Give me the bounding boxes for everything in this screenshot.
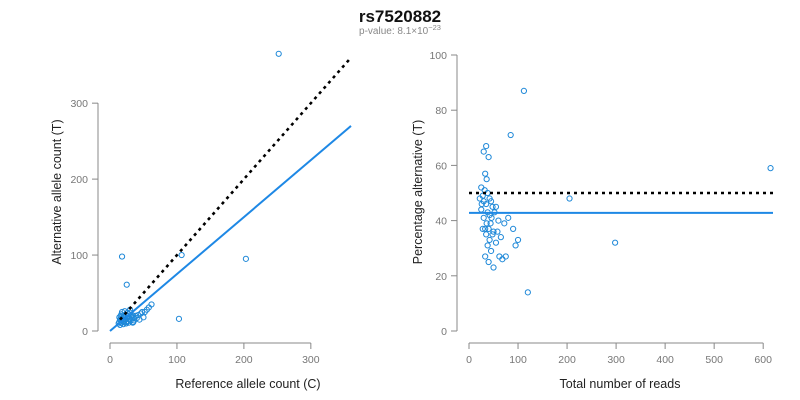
subtitle-exponent: −23: [428, 23, 441, 32]
left-data-point: [118, 253, 126, 260]
right-data-point: [483, 231, 490, 238]
right-data-point: [480, 214, 487, 221]
left-x-axis-label: Reference allele count (C): [175, 377, 320, 391]
right-x-tick-label: 200: [558, 354, 576, 366]
right-data-point: [483, 220, 490, 227]
panel-allele-counts: Reference allele count (C) Alternative a…: [50, 50, 352, 391]
right-data-point: [484, 242, 491, 249]
right-x-axis-label: Total number of reads: [560, 377, 681, 391]
right-data-point: [495, 217, 502, 224]
right-y-tick-label: 0: [441, 326, 447, 338]
right-data-point: [490, 228, 497, 235]
left-data-point: [148, 301, 155, 308]
right-data-point: [483, 142, 490, 150]
right-x-tick-label: 100: [509, 354, 527, 366]
right-data-point: [485, 258, 492, 266]
right-data-point: [566, 195, 573, 202]
right-data-point: [485, 225, 492, 232]
subtitle-prefix: p-value: 8.1×10: [359, 26, 429, 37]
left-y-tick-label: 200: [70, 174, 88, 186]
right-data-point: [490, 264, 497, 271]
left-y-tick-label: 100: [70, 250, 88, 262]
right-data-point: [485, 154, 492, 161]
right-data-point: [482, 170, 489, 177]
right-y-tick-label: 100: [429, 50, 447, 62]
right-data-point: [478, 206, 485, 213]
right-data-point: [494, 228, 501, 235]
left-data-point: [140, 314, 147, 321]
right-data-point: [483, 176, 490, 183]
right-x-tick-label: 400: [656, 354, 674, 366]
right-data-point: [524, 289, 531, 296]
right-x-tick-label: 0: [466, 354, 472, 366]
left-data-point: [275, 50, 282, 57]
left-data-point: [122, 320, 130, 327]
left-x-tick-label: 200: [235, 354, 253, 366]
right-y-tick-label: 20: [435, 271, 447, 283]
right-data-point: [489, 203, 496, 210]
right-data-point: [514, 236, 522, 244]
right-data-point: [505, 214, 512, 221]
right-data-point: [489, 231, 496, 238]
left-x-tick-label: 0: [107, 354, 113, 366]
right-x-tick-label: 500: [705, 354, 723, 366]
right-data-point: [501, 220, 508, 227]
left-reference-line: [119, 56, 352, 321]
right-data-point: [487, 220, 494, 227]
left-data-point: [130, 318, 137, 325]
right-data-point: [497, 234, 504, 241]
right-data-point: [510, 225, 517, 232]
left-y-tick-label: 300: [70, 98, 88, 110]
left-data-point: [175, 315, 183, 322]
right-data-point: [492, 203, 500, 210]
left-y-tick-label: 0: [82, 326, 88, 338]
right-data-point: [767, 165, 774, 172]
right-data-point: [492, 239, 500, 246]
right-data-point: [507, 131, 514, 139]
right-data-point: [487, 198, 495, 205]
left-data-point: [178, 251, 185, 259]
right-data-point: [482, 253, 489, 260]
right-y-tick-label: 80: [435, 105, 447, 117]
left-data-point: [242, 255, 249, 262]
right-data-point: [479, 225, 486, 232]
chart-title: rs7520882: [359, 7, 441, 26]
right-y-tick-label: 40: [435, 216, 447, 228]
left-x-tick-label: 300: [302, 354, 320, 366]
right-data-point: [478, 184, 485, 191]
left-y-axis-label: Alternative allele count (T): [50, 119, 64, 264]
right-data-point: [499, 256, 506, 263]
chart-subtitle: p-value: 8.1×10−23: [359, 23, 441, 37]
left-x-tick-label: 100: [168, 354, 186, 366]
right-data-point: [486, 236, 493, 244]
right-data-point: [480, 148, 487, 155]
right-y-tick-label: 60: [435, 160, 447, 172]
right-x-tick-label: 600: [754, 354, 772, 366]
panel-percentage: Total number of reads Percentage alterna…: [411, 50, 774, 391]
right-x-tick-label: 300: [607, 354, 625, 366]
right-data-point: [483, 200, 490, 208]
right-y-axis-label: Percentage alternative (T): [411, 120, 425, 265]
left-data-point: [123, 281, 130, 288]
right-data-point: [520, 87, 528, 94]
left-fit-line: [109, 125, 352, 332]
right-data-point: [512, 242, 519, 249]
right-data-point: [487, 247, 495, 255]
right-data-point: [502, 253, 509, 260]
right-data-point: [612, 239, 619, 246]
